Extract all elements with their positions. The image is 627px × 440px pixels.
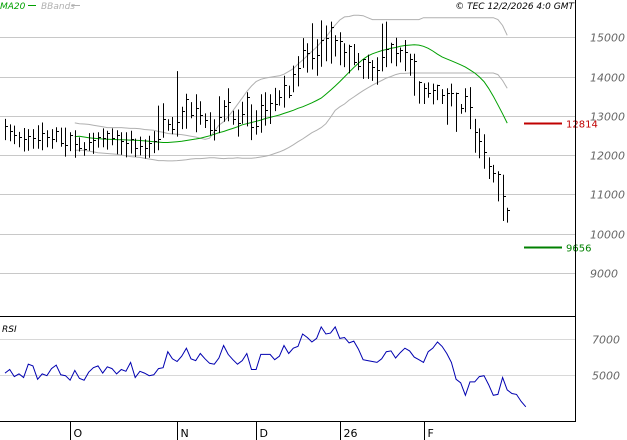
resistance-level-label: 12814: [566, 120, 598, 131]
levels: 12814 9656: [524, 120, 598, 255]
price-panel: 9000 10000 11000 12000 13000 14000 15000 12814…: [0, 14, 625, 281]
rsi-line: [4, 325, 527, 408]
support-level-label: 9656: [566, 244, 591, 255]
copyright: © TEC 12/2/2026 4:0 GMT: [455, 2, 575, 12]
legend-ma20: MA20: [0, 2, 26, 12]
x-tick-label: O: [74, 427, 83, 440]
price-tick-label: 15000: [590, 32, 625, 45]
price-tick-label: 12000: [590, 150, 625, 163]
rsi-panel: RSI 5000 7000: [0, 325, 620, 408]
bb-lower-line: [74, 72, 508, 162]
price-grid: [0, 37, 575, 274]
rsi-title: RSI: [2, 325, 17, 335]
price-tick-label: 11000: [590, 189, 625, 202]
ma20-polyline: [74, 44, 508, 143]
price-tick-label: 10000: [590, 229, 625, 242]
rsi-tick-label: 7000: [592, 334, 620, 347]
x-tick-label: F: [428, 427, 434, 440]
ma20-line: [74, 44, 508, 143]
ohlc-bars: [5, 20, 510, 223]
rsi-tick-label: 5000: [592, 370, 620, 383]
bb-upper-line: [74, 14, 508, 140]
price-tick-label: 9000: [590, 268, 618, 281]
price-tick-label: 14000: [590, 72, 625, 85]
x-tick-label: 26: [344, 427, 358, 440]
legend: MA20 BBands: [0, 2, 80, 12]
price-y-axis: 9000 10000 11000 12000 13000 14000 15000: [590, 32, 625, 281]
x-tick-label: D: [260, 427, 268, 440]
legend-bbands: BBands: [41, 2, 75, 12]
rsi-polyline: [4, 325, 527, 408]
x-axis: O N D 26 F: [70, 422, 434, 440]
rsi-y-axis: 5000 7000: [592, 334, 620, 383]
bollinger-bands: [74, 14, 508, 162]
x-tick-label: N: [181, 427, 189, 440]
price-tick-label: 13000: [590, 111, 625, 124]
rsi-grid: [0, 339, 575, 376]
